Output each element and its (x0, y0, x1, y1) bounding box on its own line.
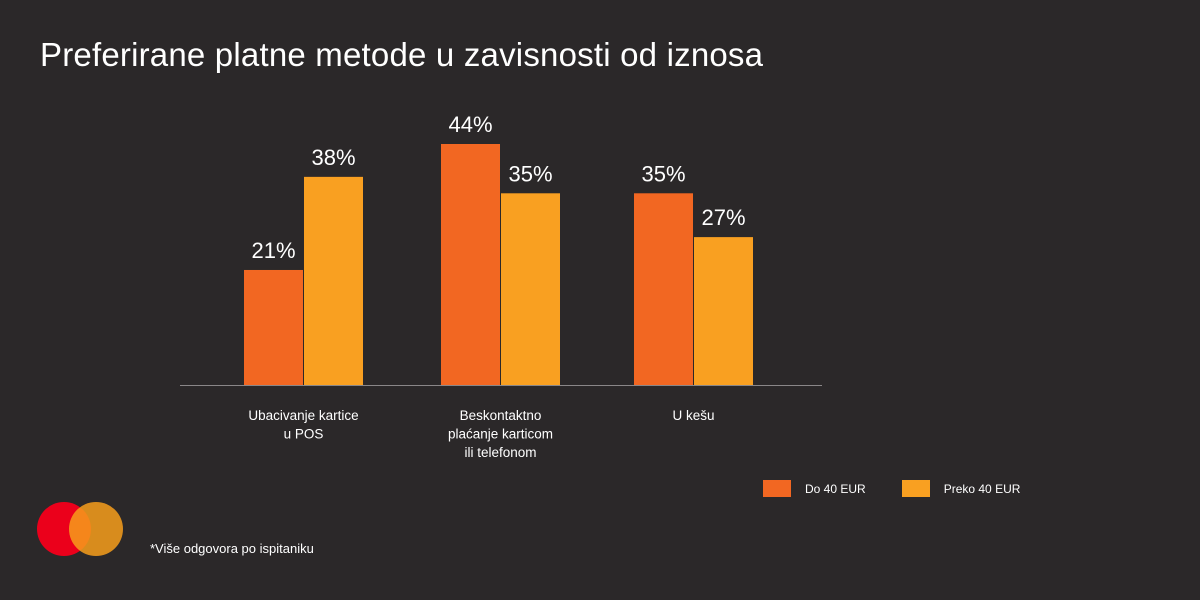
legend-item-series-1: Do 40 EUR (763, 480, 866, 497)
bar-2-series-2 (501, 193, 560, 385)
bar-1-series-1 (244, 269, 303, 385)
bar-1-series-2 (304, 176, 363, 385)
bar-2-series-1 (441, 144, 500, 385)
category-label-1: Ubacivanje kartice u POS (248, 408, 358, 442)
data-label-3-series-2: 27% (701, 205, 745, 230)
category-label-3: U kešu (672, 408, 714, 423)
mastercard-circles-icon (37, 502, 123, 556)
category-label-2: Beskontaktno plaćanje karticom ili telefon… (448, 408, 553, 460)
legend-label-series-1: Do 40 EUR (805, 481, 866, 496)
data-label-2-series-2: 35% (508, 161, 552, 186)
legend-label-series-2: Preko 40 EUR (943, 481, 1021, 496)
bar-3-series-1 (634, 193, 693, 385)
bar-3-series-2 (694, 237, 753, 385)
data-label-3-series-1: 35% (641, 161, 685, 186)
legend-swatch-series-1 (763, 480, 791, 497)
data-label-1-series-2: 38% (311, 145, 355, 170)
legend: Do 40 EUR Preko 40 EUR (763, 480, 1056, 497)
chart-title: Preferirane platne metode u zavisnosti o… (40, 36, 764, 73)
footnote: *Više odgovora po ispitaniku (150, 541, 314, 556)
data-label-2-series-1: 44% (448, 112, 492, 137)
legend-item-series-2: Preko 40 EUR (901, 480, 1021, 497)
legend-swatch-series-2 (901, 480, 930, 497)
data-label-1-series-1: 21% (251, 238, 295, 263)
